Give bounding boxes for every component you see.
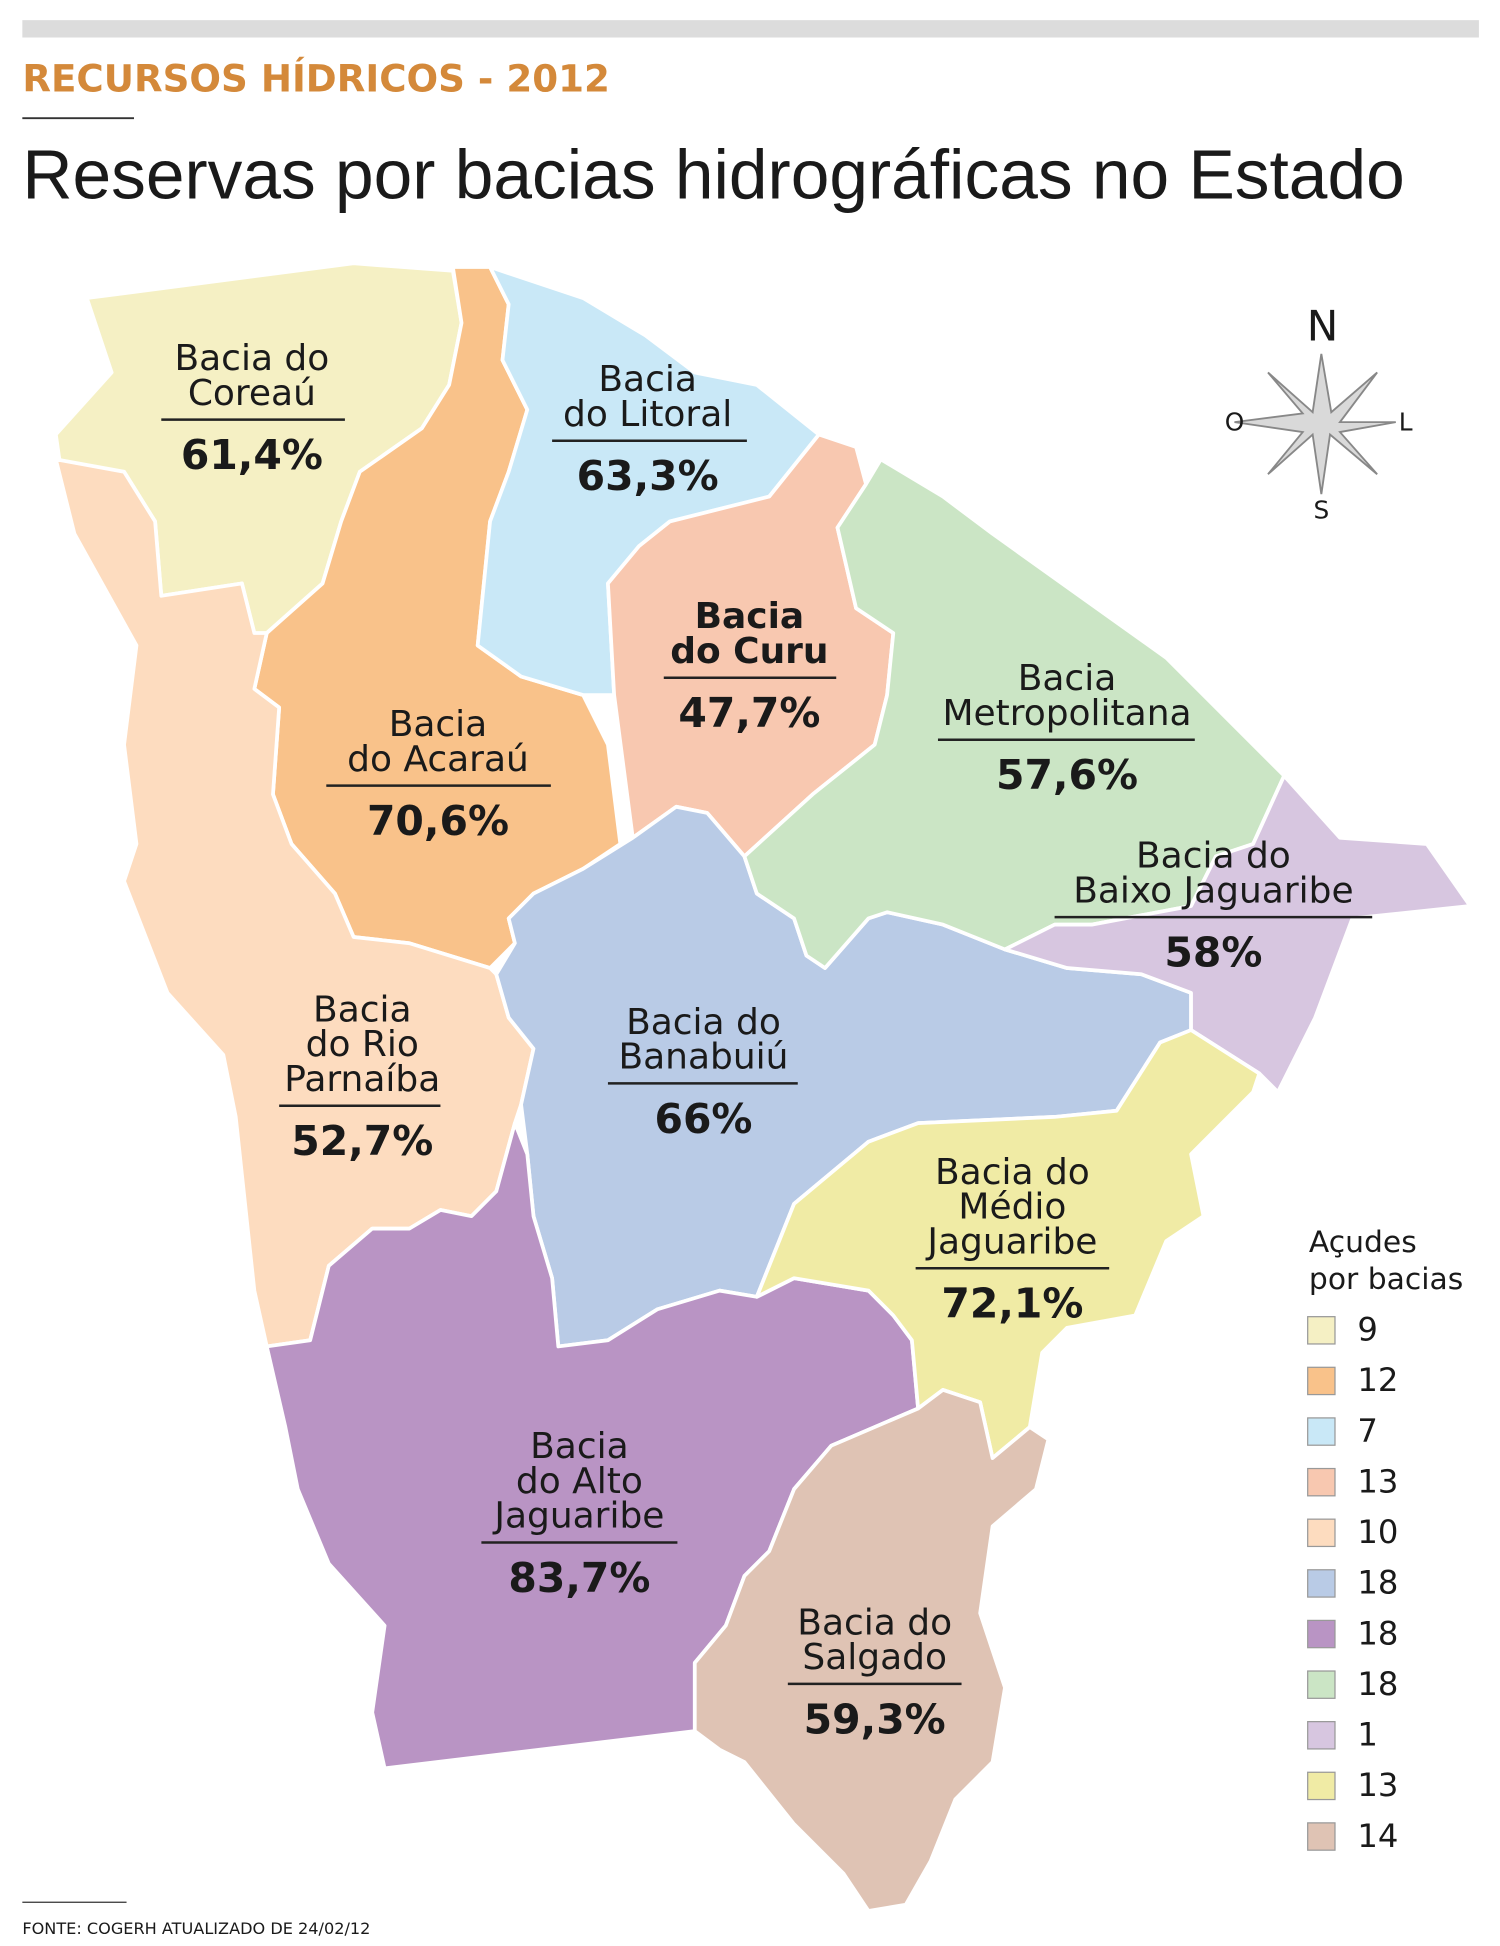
legend-swatch <box>1307 1721 1336 1750</box>
compass-rose <box>1234 353 1396 495</box>
region-name: Bacia do <box>174 338 329 379</box>
legend-value: 14 <box>1357 1817 1398 1855</box>
title: Reservas por bacias hidrográficas no Est… <box>22 136 1404 214</box>
compass-west: O <box>1225 407 1245 436</box>
legend-swatch <box>1307 1569 1336 1598</box>
legend-swatch <box>1307 1518 1336 1548</box>
region-name: Bacia do <box>626 1002 781 1043</box>
region-name: Bacia do <box>797 1602 952 1643</box>
region-name: do Litoral <box>563 394 732 435</box>
source: FONTE: COGERH ATUALIZADO DE 24/02/12 <box>22 1919 370 1938</box>
region-name: Parnaíba <box>284 1059 440 1100</box>
legend-swatch <box>1307 1619 1336 1649</box>
region-name: Bacia <box>695 596 805 637</box>
legend-value: 1 <box>1357 1716 1378 1754</box>
reserve-percent: 59,3% <box>804 1695 946 1743</box>
region-name: Bacia <box>313 989 412 1030</box>
reserve-percent: 52,7% <box>291 1117 433 1165</box>
kicker: RECURSOS HÍDRICOS - 2012 <box>22 56 610 100</box>
legend-swatch <box>1307 1822 1336 1851</box>
region-name: Salgado <box>802 1637 947 1678</box>
region <box>692 1388 1051 1913</box>
region-name: Médio <box>958 1187 1066 1228</box>
legend-value: 10 <box>1357 1513 1398 1551</box>
region-name: Metropolitana <box>942 693 1191 734</box>
region-name: Coreaú <box>188 373 316 414</box>
compass: N O L S <box>1225 302 1413 525</box>
region-name: Jaguaribe <box>492 1496 664 1537</box>
region <box>742 457 1286 970</box>
legend-swatch <box>1307 1771 1336 1801</box>
region-name: Bacia do <box>1136 836 1291 877</box>
region-name: do Acaraú <box>347 739 529 780</box>
compass-east: L <box>1399 407 1413 436</box>
legend-swatch <box>1307 1670 1336 1699</box>
reserve-percent: 47,7% <box>678 689 820 737</box>
legend-swatch <box>1307 1417 1336 1446</box>
region-name: Bacia <box>598 359 697 400</box>
reserve-percent: 66% <box>654 1095 752 1143</box>
region-name: do Rio <box>306 1024 419 1065</box>
reserve-percent: 83,7% <box>508 1554 650 1602</box>
legend-value: 9 <box>1357 1311 1378 1349</box>
region-name: do Curu <box>670 631 828 672</box>
legend-title: por bacias <box>1309 1262 1463 1297</box>
region-name: do Alto <box>516 1461 643 1502</box>
legend-value: 13 <box>1357 1766 1398 1804</box>
legend-value: 12 <box>1357 1361 1398 1399</box>
region <box>53 457 536 1349</box>
compass-north: N <box>1307 302 1339 351</box>
legend-value: 18 <box>1357 1614 1398 1652</box>
region-name: Banabuiú <box>618 1037 788 1078</box>
legend-swatch <box>1307 1366 1336 1396</box>
reserve-percent: 72,1% <box>941 1280 1083 1328</box>
top-bar <box>22 20 1479 38</box>
region <box>1003 773 1473 1094</box>
legend-swatch <box>1307 1316 1336 1345</box>
legend-swatch <box>1307 1467 1336 1497</box>
region-name: Bacia <box>1018 658 1117 699</box>
reserve-percent: 70,6% <box>367 797 509 845</box>
legend-value: 13 <box>1357 1462 1398 1500</box>
region-name: Baixo Jaguaribe <box>1073 870 1353 911</box>
regions <box>53 261 1473 1913</box>
legend-value: 18 <box>1357 1564 1398 1602</box>
region-name: Jaguaribe <box>925 1221 1097 1262</box>
legend-value: 7 <box>1357 1412 1378 1450</box>
legend-value: 18 <box>1357 1665 1398 1703</box>
reserve-percent: 58% <box>1164 929 1262 977</box>
legend-title: Açudes <box>1309 1225 1417 1260</box>
reserve-percent: 63,3% <box>577 452 719 500</box>
region-name: Bacia <box>389 704 488 745</box>
region-name: Bacia <box>530 1426 629 1467</box>
legend: 9 12 7 13 10 18 18 18 1 13 14 <box>1307 1311 1398 1855</box>
compass-south: S <box>1313 495 1329 524</box>
region-name: Bacia do <box>935 1152 1090 1193</box>
reserve-percent: 61,4% <box>181 431 323 479</box>
reserve-percent: 57,6% <box>996 751 1138 799</box>
